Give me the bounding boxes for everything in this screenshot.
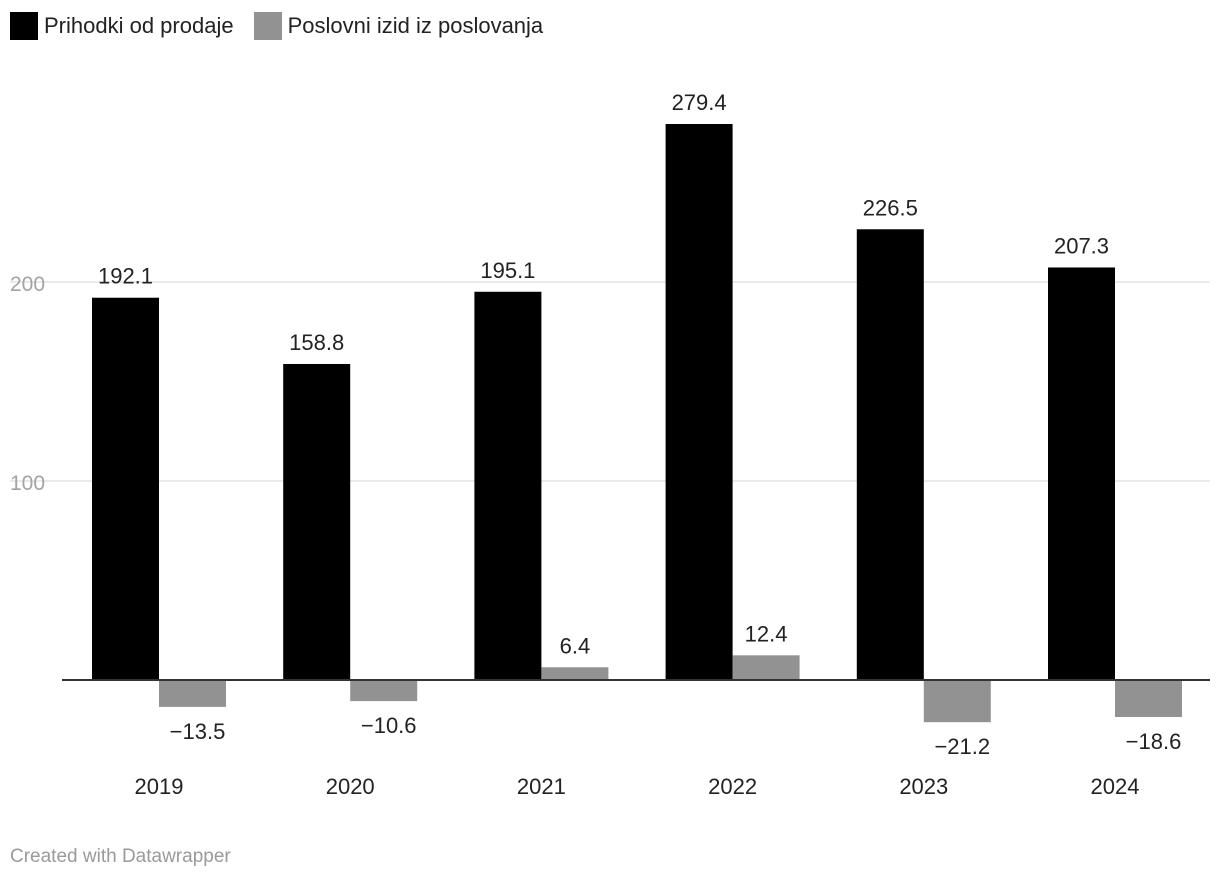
x-tick-label-2022: 2022 xyxy=(708,774,757,799)
bar-revenue-2019 xyxy=(92,297,159,680)
bar-revenue-2021 xyxy=(474,291,542,680)
data-label-operating-result-2024: −18.6 xyxy=(1126,729,1182,754)
bar-operating-result-2019 xyxy=(159,680,226,707)
bar-operating-result-2022 xyxy=(732,655,800,680)
data-label-operating-result-2023: −21.2 xyxy=(934,734,990,759)
legend-label-operating-result: Poslovni izid iz poslovanja xyxy=(287,13,544,38)
data-label-revenue-2020: 158.8 xyxy=(289,330,344,355)
y-tick-label-200: 200 xyxy=(10,273,45,296)
bar-operating-result-2023 xyxy=(923,680,991,723)
data-label-operating-result-2020: −10.6 xyxy=(361,713,417,738)
data-label-revenue-2019: 192.1 xyxy=(98,264,153,289)
data-label-revenue-2023: 226.5 xyxy=(863,195,918,220)
legend-item-revenue: Prihodki od prodaje xyxy=(10,12,234,40)
x-tick-label-2023: 2023 xyxy=(899,774,948,799)
data-label-revenue-2021: 195.1 xyxy=(480,258,535,283)
legend-swatch-operating-result xyxy=(253,12,282,40)
x-tick-label-2020: 2020 xyxy=(326,774,375,799)
bar-revenue-2020 xyxy=(283,363,351,680)
data-label-operating-result-2019: −13.5 xyxy=(170,719,226,744)
legend-label-revenue: Prihodki od prodaje xyxy=(44,13,234,38)
data-label-operating-result-2022: 12.4 xyxy=(745,621,788,646)
y-tick-label-100: 100 xyxy=(10,472,45,495)
bar-operating-result-2024 xyxy=(1115,680,1182,718)
footer-credit: Created with Datawrapper xyxy=(10,846,231,867)
bar-revenue-2024 xyxy=(1048,267,1115,680)
bar-operating-result-2021 xyxy=(541,667,609,680)
data-label-revenue-2022: 279.4 xyxy=(672,90,727,115)
legend-swatch-revenue xyxy=(10,12,38,40)
x-tick-label-2021: 2021 xyxy=(517,774,566,799)
x-tick-label-2024: 2024 xyxy=(1091,774,1140,799)
bar-revenue-2023 xyxy=(856,229,924,680)
bar-operating-result-2020 xyxy=(350,680,418,702)
data-label-operating-result-2021: 6.4 xyxy=(560,633,591,658)
bar-revenue-2022 xyxy=(665,123,733,680)
legend-item-operating-result: Poslovni izid iz poslovanja xyxy=(253,12,544,40)
data-label-revenue-2024: 207.3 xyxy=(1054,233,1109,258)
x-tick-label-2019: 2019 xyxy=(135,774,184,799)
legend: Prihodki od prodaje Poslovni izid iz pos… xyxy=(10,12,563,40)
